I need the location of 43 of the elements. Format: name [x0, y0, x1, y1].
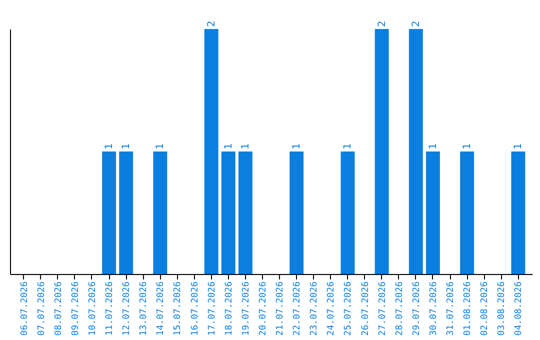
data-label: 2	[410, 20, 422, 27]
x-tick-label: 04.08.2026	[514, 282, 524, 336]
data-label: 1	[104, 143, 116, 150]
x-tick-label: 12.07.2026	[122, 282, 132, 336]
x-tick-label: 10.07.2026	[88, 282, 98, 336]
x-tick-label: 01.08.2026	[463, 282, 474, 336]
x-tick-label: 23.07.2026	[310, 282, 320, 336]
x-tick-label: 18.07.2026	[224, 282, 234, 336]
x-tick-label: 22.07.2026	[292, 282, 303, 336]
x-tick-label: 29.07.2026	[412, 282, 422, 336]
data-label: 2	[376, 20, 388, 27]
data-label: 1	[462, 143, 474, 150]
x-tick-label: 19.07.2026	[241, 282, 252, 336]
x-tick-label: 08.07.2026	[54, 282, 64, 336]
x-tick-label: 21.07.2026	[276, 282, 286, 336]
x-tick-label: 06.07.2026	[20, 282, 30, 336]
data-label: 2	[206, 20, 218, 27]
data-label: 1	[428, 143, 439, 150]
x-tick-label: 15.07.2026	[173, 282, 184, 336]
data-label: 1	[342, 143, 354, 150]
x-tick-label: 31.07.2026	[446, 282, 456, 336]
x-tick-label: 25.07.2026	[344, 282, 354, 336]
x-tick-label: 14.07.2026	[156, 282, 166, 336]
x-tick-label: 13.07.2026	[139, 282, 150, 336]
data-label: 1	[223, 143, 234, 150]
x-tick-label: 09.07.2026	[70, 282, 81, 336]
x-tick-label: 26.07.2026	[360, 282, 371, 336]
data-label: 1	[240, 143, 252, 150]
x-tick-label: 20.07.2026	[258, 282, 268, 336]
data-label: 1	[292, 143, 303, 150]
x-tick-label: 03.08.2026	[497, 282, 508, 336]
x-tick-label: 17.07.2026	[207, 282, 218, 336]
x-tick-label: 28.07.2026	[394, 282, 405, 336]
data-label: 1	[121, 143, 132, 150]
data-label: 1	[155, 143, 166, 150]
x-tick-label: 07.07.2026	[36, 282, 47, 336]
x-tick-label: 27.07.2026	[378, 282, 388, 336]
x-tick-label: 24.07.2026	[326, 282, 337, 336]
x-tick-label: 16.07.2026	[190, 282, 200, 336]
data-label: 1	[513, 143, 524, 150]
x-tick-label: 30.07.2026	[428, 282, 439, 336]
x-tick-label: 11.07.2026	[105, 282, 116, 336]
x-tick-label: 02.08.2026	[480, 282, 490, 336]
